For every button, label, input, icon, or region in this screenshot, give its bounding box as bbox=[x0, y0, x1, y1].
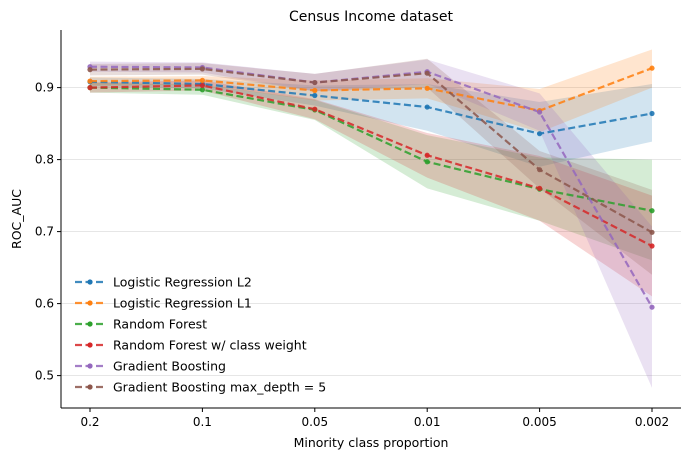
y-tick-label-2: 0.7 bbox=[35, 225, 54, 239]
data-point-series-3-2 bbox=[312, 106, 318, 112]
grid-lines bbox=[61, 87, 681, 377]
legend-marker-2 bbox=[87, 321, 93, 327]
data-point-series-5-4 bbox=[537, 167, 543, 173]
data-point-series-0-2 bbox=[312, 92, 318, 99]
data-point-series-2-1 bbox=[199, 87, 205, 93]
data-point-series-3-4 bbox=[537, 185, 543, 191]
data-point-series-0-3 bbox=[424, 104, 430, 110]
confidence-band-series-0 bbox=[90, 77, 652, 167]
data-point-series-1-1 bbox=[199, 77, 205, 83]
chart-title: Census Income dataset bbox=[289, 9, 454, 25]
legend-label-5: Gradient Boosting max_depth = 5 bbox=[113, 380, 326, 395]
series-line-3 bbox=[89, 84, 653, 247]
confidence-band-series-5 bbox=[90, 58, 652, 275]
x-tick-label-5: 0.002 bbox=[635, 415, 669, 429]
legend-marker-3 bbox=[87, 342, 93, 348]
data-point-series-2-3 bbox=[424, 159, 430, 165]
legend-label-2: Random Forest bbox=[113, 317, 207, 332]
legend-marker-5 bbox=[87, 384, 93, 390]
data-point-series-1-5 bbox=[649, 65, 655, 71]
legend-label-1: Logistic Regression L1 bbox=[113, 296, 252, 311]
data-point-series-0-4 bbox=[537, 131, 543, 137]
series-line-0 bbox=[89, 80, 653, 135]
data-point-series-5-0 bbox=[87, 67, 93, 73]
series-points bbox=[87, 64, 655, 310]
legend-label-0: Logistic Regression L2 bbox=[113, 275, 252, 290]
legend-marker-4 bbox=[87, 363, 93, 369]
y-axis-title: ROC_AUC bbox=[9, 189, 24, 249]
data-point-series-1-2 bbox=[312, 87, 318, 94]
axes bbox=[60, 30, 681, 409]
data-point-series-5-2 bbox=[312, 79, 318, 86]
confidence-band-series-1 bbox=[90, 49, 652, 133]
data-point-series-3-3 bbox=[424, 152, 430, 158]
legend-marker-1 bbox=[87, 300, 93, 306]
legend-marker-0 bbox=[87, 279, 93, 285]
tick-labels: 0.5 0.6 0.7 0.8 0.9 0.2 0.1 0.05 0.01 0.005 0.002 bbox=[35, 81, 669, 429]
x-tick-label-1: 0.1 bbox=[193, 415, 212, 429]
legend: Logistic Regression L2 Logistic Regressio… bbox=[75, 275, 326, 395]
series-lines bbox=[89, 65, 653, 308]
x-tick-label-4: 0.005 bbox=[522, 415, 556, 429]
legend-label-4: Gradient Boosting bbox=[113, 359, 226, 374]
data-point-series-3-5 bbox=[649, 243, 655, 249]
y-tick-label-0: 0.5 bbox=[35, 369, 54, 383]
data-point-series-0-5 bbox=[649, 110, 655, 117]
y-tick-label-1: 0.6 bbox=[35, 297, 54, 311]
series-line-4 bbox=[89, 65, 653, 308]
y-tick-label-4: 0.9 bbox=[35, 81, 54, 95]
data-point-series-1-0 bbox=[87, 78, 93, 84]
data-point-series-5-3 bbox=[424, 70, 430, 76]
data-point-series-3-0 bbox=[87, 85, 93, 91]
x-axis-title: Minority class proportion bbox=[294, 435, 449, 450]
x-tick-label-2: 0.05 bbox=[301, 415, 328, 429]
y-tick-label-3: 0.8 bbox=[35, 153, 54, 167]
data-point-series-4-4 bbox=[537, 109, 543, 115]
data-point-series-2-5 bbox=[649, 208, 655, 214]
x-tick-label-0: 0.2 bbox=[80, 415, 99, 429]
data-point-series-5-1 bbox=[199, 66, 205, 72]
legend-label-3: Random Forest w/ class weight bbox=[113, 338, 307, 353]
series-line-5 bbox=[89, 67, 653, 234]
data-point-series-3-1 bbox=[199, 82, 205, 89]
x-tick-label-3: 0.01 bbox=[414, 415, 441, 429]
series-line-2 bbox=[89, 86, 653, 212]
data-point-series-5-5 bbox=[649, 229, 655, 235]
data-point-series-4-5 bbox=[649, 304, 655, 310]
data-point-series-1-3 bbox=[424, 85, 430, 91]
